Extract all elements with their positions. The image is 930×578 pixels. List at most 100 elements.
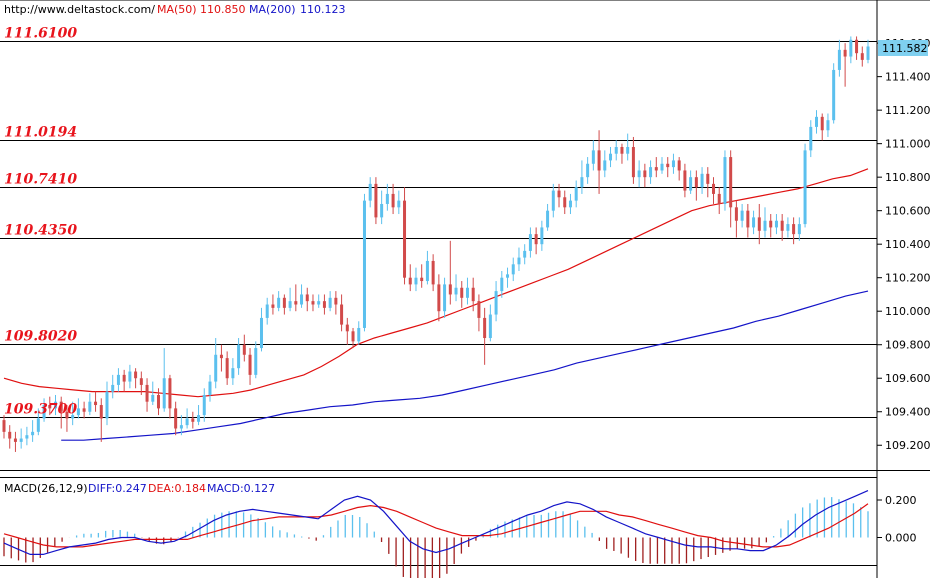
candle-body xyxy=(71,415,75,419)
candle xyxy=(248,348,252,385)
price-tick-label-6: 110.400 xyxy=(885,238,930,251)
candle xyxy=(580,160,584,194)
candle-body xyxy=(797,224,801,235)
candle-body xyxy=(362,200,366,328)
candle xyxy=(568,193,572,215)
candle-body xyxy=(460,287,464,298)
candle-body xyxy=(380,203,384,218)
candle-body xyxy=(597,150,601,171)
price-tick-label-2: 111.200 xyxy=(885,104,930,117)
candle xyxy=(351,327,355,349)
macd-dea-label: DEA:0.184 xyxy=(148,482,206,495)
candle-body xyxy=(420,277,424,282)
candle-body xyxy=(803,150,807,225)
candle xyxy=(311,294,315,312)
candle-body xyxy=(248,354,252,375)
candle xyxy=(116,368,120,392)
candle-body xyxy=(328,297,332,308)
level-label-5: 109.3700 xyxy=(4,402,77,418)
candle-body xyxy=(517,257,521,265)
candle-body xyxy=(13,438,17,442)
candle xyxy=(534,227,538,255)
candlesticks xyxy=(2,36,870,452)
candle xyxy=(271,294,275,315)
candle-body xyxy=(706,173,710,184)
candle xyxy=(254,341,258,379)
candle xyxy=(603,150,607,178)
candle-body xyxy=(128,371,132,382)
candle-body xyxy=(534,234,538,245)
candle-body xyxy=(631,147,635,178)
candle-body xyxy=(242,344,246,355)
candle-body xyxy=(208,381,212,395)
candle xyxy=(677,157,681,181)
macd-header: MACD(26,12,9) DIFF:0.247 DEA:0.184 MACD:… xyxy=(4,482,275,495)
candle-body xyxy=(546,210,550,228)
candle xyxy=(94,391,98,412)
candle xyxy=(208,374,212,402)
candle xyxy=(202,388,206,422)
candle xyxy=(597,130,601,194)
macd-name: MACD(26,12,9) xyxy=(4,482,88,495)
candle xyxy=(174,401,178,436)
candle-body xyxy=(116,374,120,385)
candle-body xyxy=(609,153,613,161)
candle xyxy=(300,284,304,308)
candle-body xyxy=(637,170,641,178)
candle-body xyxy=(345,324,349,332)
candle-body xyxy=(614,147,618,154)
candle-body xyxy=(122,374,126,382)
candle-body xyxy=(351,331,355,342)
candle-body xyxy=(448,284,452,295)
candle-body xyxy=(391,193,395,208)
candle-body xyxy=(408,277,412,285)
candle-body xyxy=(25,435,29,439)
candle-body xyxy=(494,291,498,315)
candle xyxy=(277,291,281,312)
candle xyxy=(219,344,223,372)
candle xyxy=(637,160,641,188)
candle xyxy=(128,364,132,389)
candle xyxy=(803,143,807,228)
candle-body xyxy=(500,277,504,292)
candle xyxy=(546,203,550,231)
macd-diff-label: DIFF:0.247 xyxy=(88,482,147,495)
candle-body xyxy=(414,277,418,285)
candle xyxy=(42,398,46,422)
candle xyxy=(88,393,92,416)
candle-body xyxy=(99,405,103,419)
candle xyxy=(643,163,647,188)
candle xyxy=(391,183,395,215)
source-url: http://www.deltastock.com/ xyxy=(4,3,155,16)
candle-body xyxy=(145,384,149,402)
candle xyxy=(385,183,389,211)
candle xyxy=(717,187,721,215)
candle-body xyxy=(591,150,595,164)
candle-body xyxy=(94,401,98,406)
macd-dea-line xyxy=(3,503,869,548)
candle-body xyxy=(36,418,40,432)
candle-body xyxy=(809,126,813,151)
candle-body xyxy=(832,69,836,121)
candle-body xyxy=(580,177,584,188)
candle-body xyxy=(443,284,447,312)
candle xyxy=(288,287,292,312)
candle xyxy=(237,338,241,375)
candle xyxy=(151,381,155,406)
candle xyxy=(403,187,407,285)
candle xyxy=(837,39,841,77)
macd-diff-line xyxy=(3,490,869,556)
candle xyxy=(31,420,35,442)
candle xyxy=(671,153,675,174)
candle-body xyxy=(557,190,561,198)
candle xyxy=(265,297,269,325)
candle-body xyxy=(134,371,138,379)
candle xyxy=(425,250,429,285)
candle-body xyxy=(111,384,115,392)
candle xyxy=(443,277,447,318)
candle xyxy=(185,408,189,429)
candle xyxy=(734,200,738,238)
candle-body xyxy=(700,173,704,188)
candle-body xyxy=(214,354,218,382)
